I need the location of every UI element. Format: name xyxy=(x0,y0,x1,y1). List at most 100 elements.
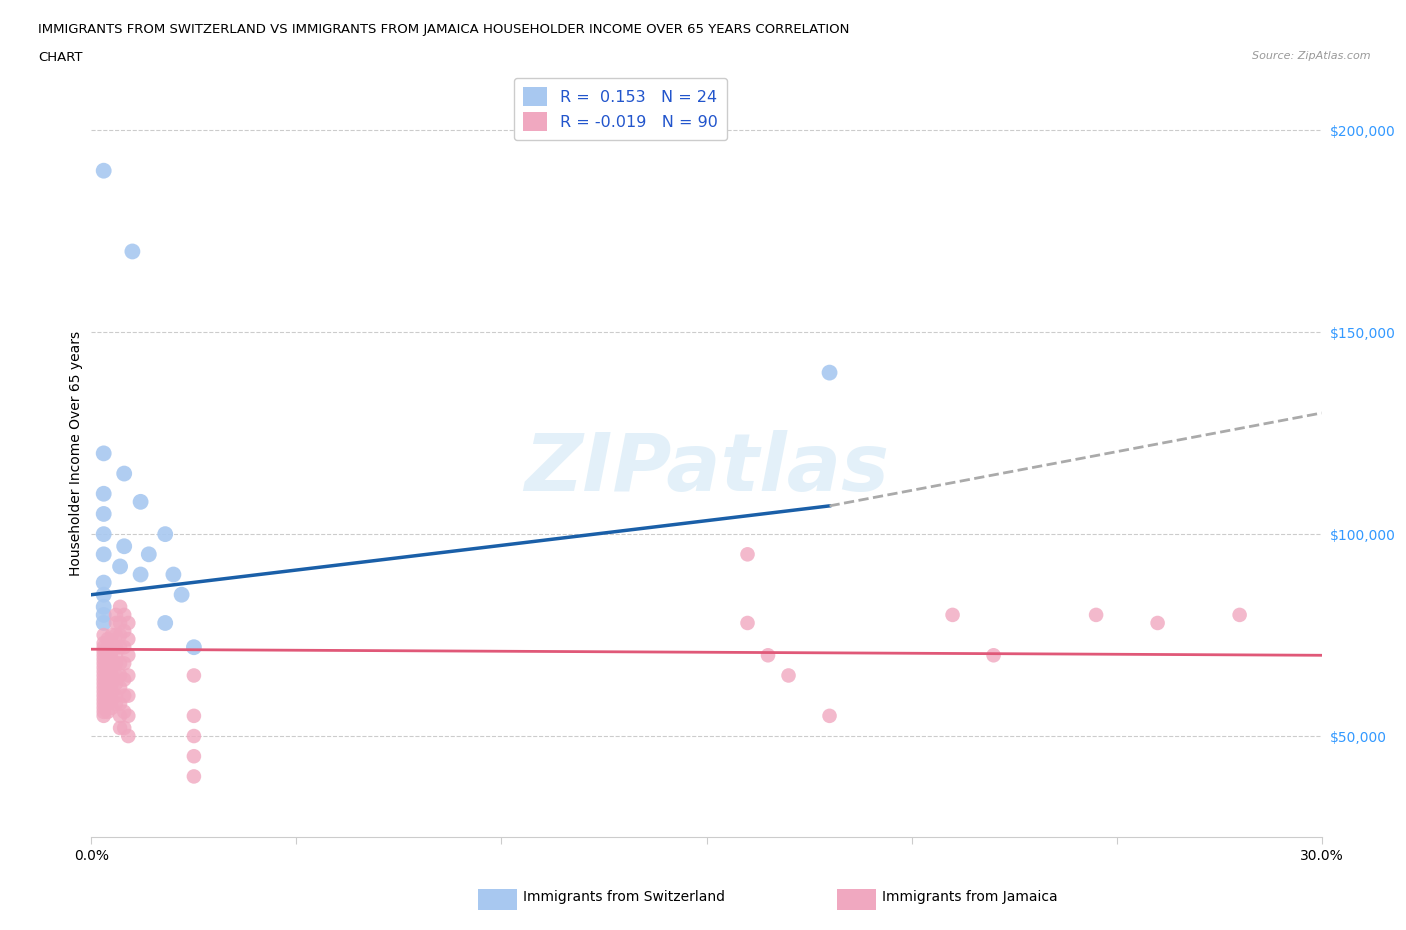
Point xyxy=(112,656,135,671)
Point xyxy=(183,728,205,743)
Point xyxy=(108,559,131,574)
Point xyxy=(108,628,131,643)
Point xyxy=(1085,607,1108,622)
Point xyxy=(121,244,143,259)
Point xyxy=(153,526,177,541)
Point xyxy=(101,652,124,667)
Point xyxy=(101,692,124,707)
Point xyxy=(93,684,115,699)
Point xyxy=(93,676,115,691)
Point xyxy=(112,704,135,719)
Point xyxy=(93,446,115,461)
Point xyxy=(1146,616,1168,631)
Point xyxy=(101,628,124,643)
Point xyxy=(170,587,193,602)
Point xyxy=(105,616,127,631)
Point xyxy=(1229,607,1251,622)
Point xyxy=(101,644,124,658)
Point xyxy=(97,697,120,711)
Point xyxy=(93,680,115,695)
Point xyxy=(117,709,139,724)
Point xyxy=(97,648,120,663)
Point xyxy=(93,660,115,675)
Point xyxy=(93,616,115,631)
Point xyxy=(93,644,115,658)
Point xyxy=(93,688,115,703)
Point xyxy=(105,640,127,655)
Point xyxy=(117,616,139,631)
Point xyxy=(93,656,115,671)
Point xyxy=(97,631,120,646)
Point xyxy=(153,616,177,631)
Point xyxy=(737,547,759,562)
Point xyxy=(93,607,115,622)
Point xyxy=(942,607,965,622)
Point xyxy=(93,704,115,719)
Point xyxy=(108,616,131,631)
Point xyxy=(108,600,131,615)
Point xyxy=(93,648,115,663)
Point xyxy=(818,365,841,380)
Point xyxy=(112,624,135,639)
Text: ZIPatlas: ZIPatlas xyxy=(524,430,889,508)
Point xyxy=(778,668,800,683)
Text: CHART: CHART xyxy=(38,51,83,64)
Point xyxy=(117,688,139,703)
Point xyxy=(105,628,127,643)
Point xyxy=(105,668,127,683)
Point xyxy=(129,495,152,510)
Point xyxy=(108,697,131,711)
Point xyxy=(112,607,135,622)
Point xyxy=(183,668,205,683)
Point xyxy=(108,721,131,736)
Point xyxy=(108,709,131,724)
Point xyxy=(105,648,127,663)
Text: Source: ZipAtlas.com: Source: ZipAtlas.com xyxy=(1253,51,1371,61)
Point xyxy=(101,684,124,699)
Point xyxy=(183,769,205,784)
Point xyxy=(97,664,120,679)
Point xyxy=(93,697,115,711)
Point xyxy=(105,676,127,691)
Point xyxy=(97,640,120,655)
Point xyxy=(112,672,135,687)
Point xyxy=(117,648,139,663)
Point xyxy=(93,668,115,683)
Point xyxy=(108,668,131,683)
Point xyxy=(112,721,135,736)
Point xyxy=(93,547,115,562)
Point xyxy=(93,672,115,687)
Point xyxy=(117,728,139,743)
Point xyxy=(129,567,152,582)
Point xyxy=(93,640,115,655)
Point xyxy=(97,672,120,687)
Text: Immigrants from Switzerland: Immigrants from Switzerland xyxy=(523,890,725,905)
Point xyxy=(93,709,115,724)
Point xyxy=(105,697,127,711)
Point xyxy=(93,628,115,643)
Text: IMMIGRANTS FROM SWITZERLAND VS IMMIGRANTS FROM JAMAICA HOUSEHOLDER INCOME OVER 6: IMMIGRANTS FROM SWITZERLAND VS IMMIGRANT… xyxy=(38,23,849,36)
Point xyxy=(108,640,131,655)
Point xyxy=(97,704,120,719)
Point xyxy=(112,688,135,703)
Point xyxy=(162,567,184,582)
Point xyxy=(93,652,115,667)
Point xyxy=(117,631,139,646)
Point xyxy=(93,526,115,541)
Point xyxy=(105,607,127,622)
Point xyxy=(108,656,131,671)
Point xyxy=(112,640,135,655)
Point xyxy=(818,709,841,724)
Point xyxy=(183,749,205,764)
Point xyxy=(101,660,124,675)
Point xyxy=(737,616,759,631)
Text: Immigrants from Jamaica: Immigrants from Jamaica xyxy=(882,890,1057,905)
Point xyxy=(97,680,120,695)
Point xyxy=(93,664,115,679)
Point xyxy=(93,600,115,615)
Point xyxy=(93,507,115,522)
Point xyxy=(105,656,127,671)
Point xyxy=(101,668,124,683)
Point xyxy=(105,688,127,703)
Point xyxy=(138,547,160,562)
